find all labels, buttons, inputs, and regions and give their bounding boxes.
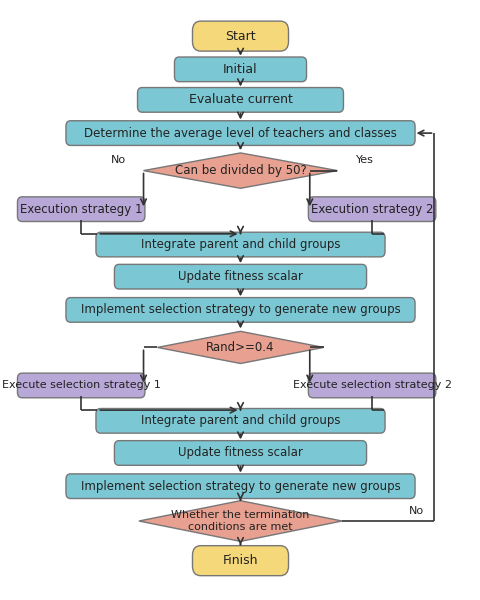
FancyBboxPatch shape <box>308 197 435 221</box>
FancyBboxPatch shape <box>66 298 414 322</box>
Text: Execute selection strategy 2: Execute selection strategy 2 <box>292 380 451 391</box>
Text: No: No <box>408 506 423 515</box>
FancyBboxPatch shape <box>192 21 288 51</box>
Text: Update fitness scalar: Update fitness scalar <box>178 446 302 460</box>
FancyBboxPatch shape <box>17 373 144 398</box>
Text: Update fitness scalar: Update fitness scalar <box>178 270 302 283</box>
Text: Finish: Finish <box>222 554 258 567</box>
FancyBboxPatch shape <box>137 88 343 112</box>
Text: Integrate parent and child groups: Integrate parent and child groups <box>141 415 339 427</box>
Text: Yes: Yes <box>356 155 373 165</box>
FancyBboxPatch shape <box>66 121 414 145</box>
Text: Execution strategy 2: Execution strategy 2 <box>310 203 432 215</box>
FancyBboxPatch shape <box>66 474 414 499</box>
Text: Can be divided by 50?: Can be divided by 50? <box>174 164 306 177</box>
FancyBboxPatch shape <box>96 232 384 257</box>
Text: Start: Start <box>225 29 255 43</box>
Text: Rand>=0.4: Rand>=0.4 <box>206 341 274 354</box>
Text: Integrate parent and child groups: Integrate parent and child groups <box>141 238 339 251</box>
Text: Whether the termination
conditions are met: Whether the termination conditions are m… <box>171 510 309 532</box>
Text: Implement selection strategy to generate new groups: Implement selection strategy to generate… <box>81 479 399 493</box>
Polygon shape <box>139 500 341 541</box>
FancyBboxPatch shape <box>114 440 366 465</box>
FancyBboxPatch shape <box>96 409 384 433</box>
Text: Execution strategy 1: Execution strategy 1 <box>20 203 142 215</box>
Text: Evaluate current: Evaluate current <box>188 94 292 106</box>
Text: Execute selection strategy 1: Execute selection strategy 1 <box>2 380 160 391</box>
FancyBboxPatch shape <box>174 57 306 82</box>
Text: Implement selection strategy to generate new groups: Implement selection strategy to generate… <box>81 304 399 316</box>
Text: Initial: Initial <box>223 63 257 76</box>
FancyBboxPatch shape <box>114 265 366 289</box>
Polygon shape <box>143 153 337 188</box>
FancyBboxPatch shape <box>192 545 288 575</box>
Polygon shape <box>157 331 323 364</box>
Text: Determine the average level of teachers and classes: Determine the average level of teachers … <box>84 127 396 140</box>
FancyBboxPatch shape <box>17 197 144 221</box>
FancyBboxPatch shape <box>308 373 435 398</box>
Text: No: No <box>110 155 125 165</box>
